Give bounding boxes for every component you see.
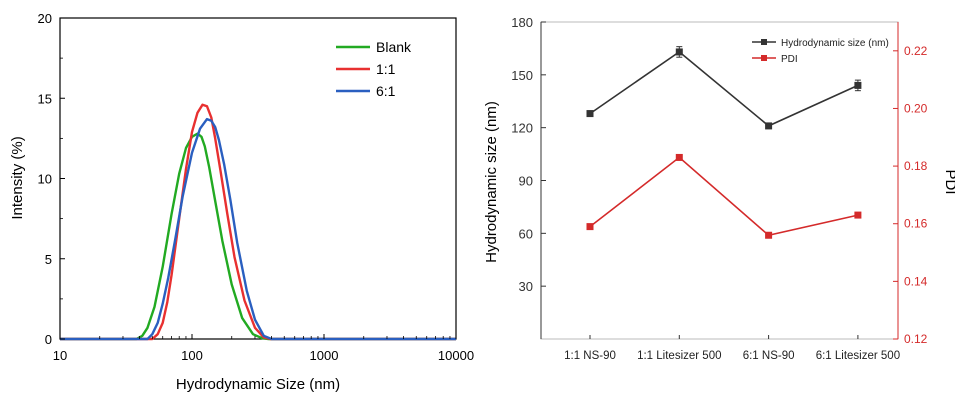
right-y-tick-label: 90 xyxy=(519,174,533,189)
left-x-tick-label: 1000 xyxy=(310,348,339,363)
right-y-tick-label: 60 xyxy=(519,226,533,241)
legend-label-blank: Blank xyxy=(376,39,412,55)
right-x-tick-label: 1:1 NS-90 xyxy=(564,350,616,362)
legend-label-1-1: 1:1 xyxy=(376,61,396,77)
data-point-hydrodynamic-size xyxy=(586,110,594,118)
right-y2-tick-label: 0.16 xyxy=(904,217,928,231)
legend-marker-hydrodynamic-size xyxy=(761,39,767,45)
right-y2-tick-label: 0.18 xyxy=(904,159,928,173)
right-y-tick-label: 120 xyxy=(511,121,533,136)
right-y2-tick-label: 0.22 xyxy=(904,44,928,58)
left-y-tick-label: 15 xyxy=(38,91,52,106)
data-point-pdi xyxy=(765,231,773,239)
right-y2-tick-label: 0.14 xyxy=(904,274,928,288)
left-axis-ticks: 10 100 1000 10000 0 5 10 15 20 xyxy=(38,11,475,363)
left-x-tick-label: 10000 xyxy=(438,348,474,363)
right-plot-area xyxy=(540,21,899,340)
right-y2-tick-label: 0.12 xyxy=(904,332,928,346)
data-point-hydrodynamic-size xyxy=(765,122,773,130)
right-y-tick-label: 180 xyxy=(511,15,533,30)
left-y-tick-label: 20 xyxy=(38,11,52,26)
legend-label-hydrodynamic-size: Hydrodynamic size (nm) xyxy=(781,38,889,49)
left-x-tick-label: 100 xyxy=(181,348,203,363)
data-point-pdi xyxy=(854,211,862,219)
data-point-pdi xyxy=(586,223,594,231)
legend-label-pdi: PDI xyxy=(781,54,798,65)
left-x-tick-label: 10 xyxy=(53,348,67,363)
legend-label-6-1: 6:1 xyxy=(376,83,396,99)
left-y-tick-label: 5 xyxy=(45,252,52,267)
left-plot-area xyxy=(59,17,457,340)
data-point-hydrodynamic-size xyxy=(675,48,683,56)
left-y-tick-label: 10 xyxy=(38,172,52,187)
series-line-hydrodynamic-size xyxy=(589,50,859,127)
series-line-6-1 xyxy=(60,117,456,341)
series-line-pdi xyxy=(589,156,859,237)
right-y2-axis-label: PDI xyxy=(942,169,955,194)
left-y-tick-label: 0 xyxy=(45,332,52,347)
right-x-tick-label: 1:1 Litesizer 500 xyxy=(637,350,721,362)
right-y-tick-label: 150 xyxy=(511,68,533,83)
right-axis-ticks: 30 60 90 120 150 180 0.12 0.14 0.16 0.18 0.20 0.22 1… xyxy=(511,15,927,362)
left-legend: Blank 1:1 6:1 xyxy=(336,39,412,99)
right-x-tick-label: 6:1 NS-90 xyxy=(743,350,795,362)
data-point-pdi xyxy=(675,153,683,161)
left-plot-lines xyxy=(60,103,456,341)
right-y-axis-label: Hydrodynamic size (nm) xyxy=(483,101,500,263)
left-y-axis-label: Intensity (%) xyxy=(9,136,26,219)
right-y-tick-label: 30 xyxy=(519,279,533,294)
left-x-axis-label: Hydrodynamic Size (nm) xyxy=(176,376,340,393)
right-x-tick-label: 6:1 Litesizer 500 xyxy=(816,350,900,362)
data-point-hydrodynamic-size xyxy=(854,81,862,89)
right-legend: Hydrodynamic size (nm) PDI xyxy=(752,38,889,65)
right-plot-lines xyxy=(586,46,862,239)
legend-marker-pdi xyxy=(761,55,767,61)
series-line-blank xyxy=(60,132,456,341)
right-y2-tick-label: 0.20 xyxy=(904,101,928,115)
series-line-1-1 xyxy=(60,103,456,341)
